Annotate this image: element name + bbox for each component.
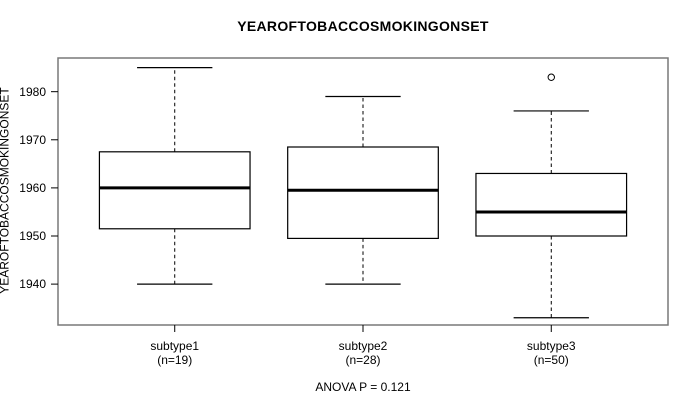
group-n-label: (n=50) [533, 353, 569, 367]
iqr-box [475, 172, 628, 237]
y-tick-label: 1940 [19, 277, 46, 292]
anova-annotation: ANOVA P = 0.121 [315, 380, 411, 394]
iqr-box [287, 146, 439, 240]
group-label: subtype2 [338, 339, 388, 353]
iqr-box [98, 151, 251, 230]
outlier-point [547, 73, 555, 81]
group-n-label: (n=28) [345, 353, 381, 367]
y-tick-label: 1970 [19, 132, 46, 147]
group-n-label: (n=19) [157, 353, 193, 367]
y-tick-label: 1960 [19, 180, 46, 195]
chart-title: YEAROFTOBACCOSMOKINGONSET [237, 18, 489, 34]
group-label: subtype1 [150, 339, 200, 353]
y-tick-label: 1980 [19, 84, 46, 99]
y-tick-label: 1950 [19, 229, 46, 243]
group-label: subtype3 [526, 339, 576, 353]
